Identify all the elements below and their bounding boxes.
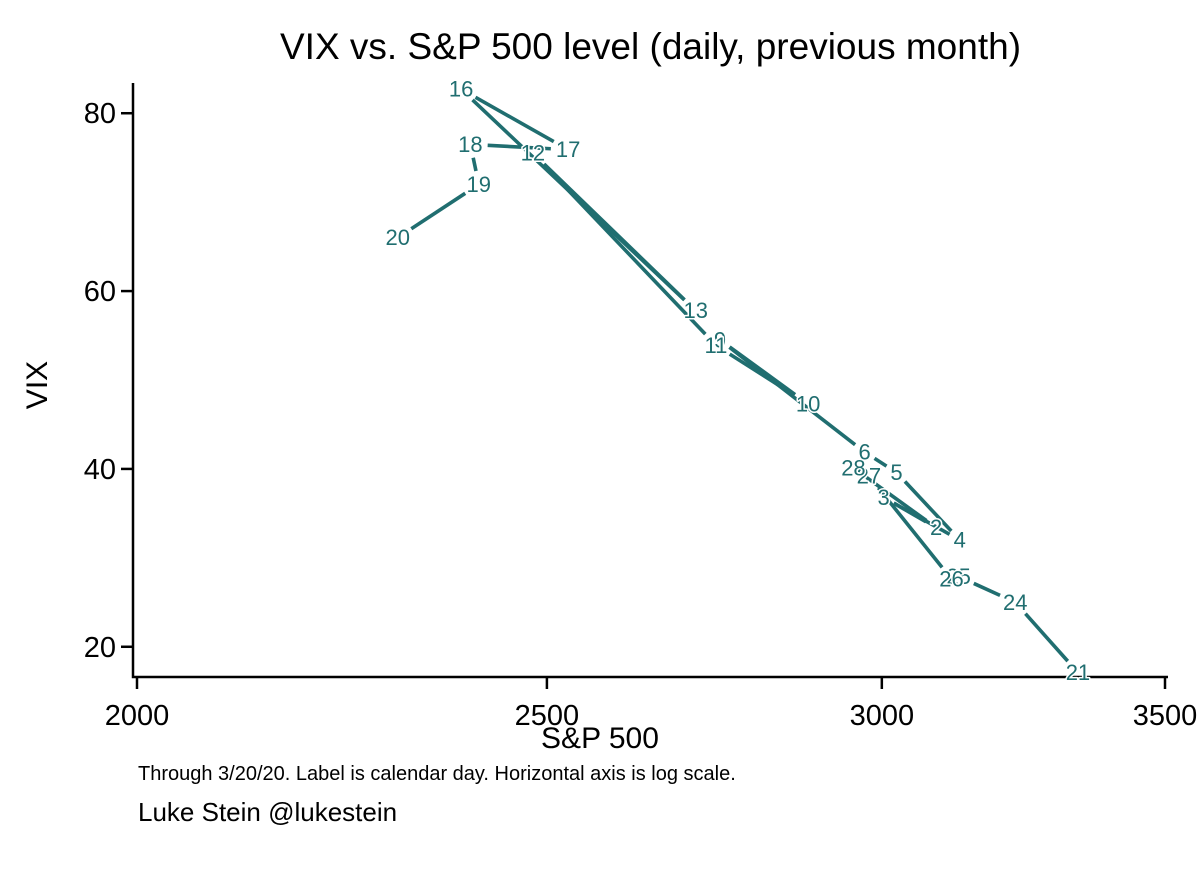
point-label-10: 10	[796, 392, 820, 417]
axis-line	[131, 83, 1168, 679]
y-axis-title: VIX	[21, 360, 54, 410]
series-segment	[728, 345, 797, 396]
series-segment	[471, 157, 478, 172]
point-label-26: 26	[939, 567, 963, 592]
series-segment	[410, 191, 467, 231]
chart-credit: Luke Stein @lukestein	[138, 797, 398, 827]
point-label-20: 20	[385, 225, 409, 250]
series-segment	[873, 456, 888, 468]
point-label-16: 16	[449, 77, 473, 102]
point-label-12: 12	[521, 141, 545, 166]
point-label-25: 25	[946, 564, 970, 589]
x-tick-label: 2500	[515, 700, 580, 732]
point-label-27: 27	[857, 464, 881, 489]
series-segment	[1024, 612, 1070, 663]
chart-footnote: Through 3/20/20. Label is calendar day. …	[138, 763, 736, 785]
point-label-28: 28	[841, 456, 865, 481]
series-segment	[892, 501, 951, 536]
y-tick-label: 40	[84, 454, 116, 486]
x-axis-title: S&P 500	[541, 722, 659, 755]
series-segment	[973, 581, 1001, 598]
point-label-9: 9	[714, 327, 726, 352]
series-segment	[474, 95, 555, 144]
x-tick-label: 3500	[1133, 700, 1198, 732]
x-tick-label: 2000	[105, 700, 170, 732]
x-tick-label: 3000	[850, 700, 915, 732]
point-label-2: 2	[930, 515, 942, 540]
point-label-19: 19	[467, 172, 491, 197]
series-segment	[876, 486, 944, 569]
point-label-18: 18	[458, 132, 482, 157]
point-label-24: 24	[1003, 590, 1027, 615]
point-label-17: 17	[556, 137, 580, 162]
point-label-6: 6	[858, 440, 870, 465]
series-segment	[903, 480, 953, 533]
point-label-13: 13	[684, 298, 708, 323]
point-label-11: 11	[705, 333, 728, 358]
series-segment	[865, 475, 928, 523]
point-label-21: 21	[1066, 660, 1090, 685]
point-label-4: 4	[954, 528, 966, 553]
point-label-5: 5	[890, 460, 902, 485]
series-segment	[471, 98, 686, 302]
point-label-3: 3	[878, 485, 890, 510]
series-segment	[728, 352, 796, 397]
y-tick-label: 20	[84, 632, 116, 664]
series-segment	[487, 143, 551, 151]
chart-title: VIX vs. S&P 500 level (daily, previous m…	[279, 26, 1022, 67]
y-tick-label: 80	[84, 98, 116, 130]
y-tick-label: 60	[84, 276, 116, 308]
